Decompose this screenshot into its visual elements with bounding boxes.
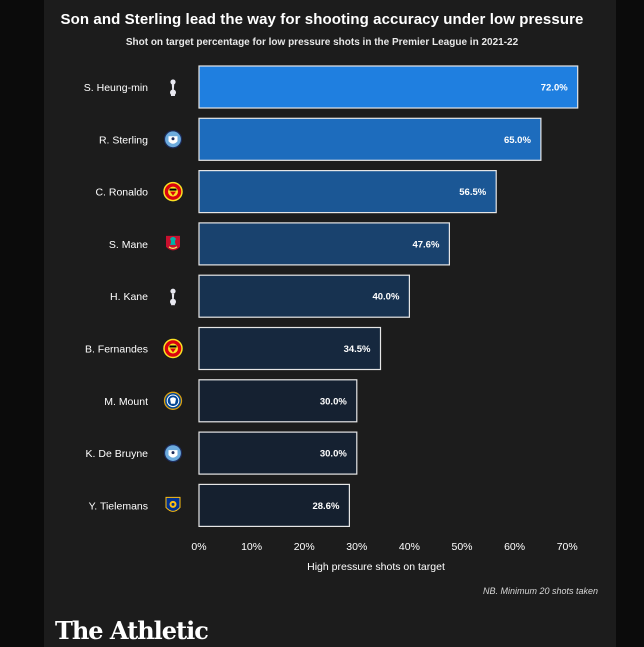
- bar-value-label: 56.5%: [459, 187, 486, 198]
- category-label: M. Mount: [104, 396, 148, 408]
- category-label: K. De Bruyne: [86, 448, 149, 460]
- bar-3: [198, 170, 497, 214]
- x-tick-label: 70%: [557, 541, 578, 553]
- category-label: B. Fernandes: [85, 344, 148, 356]
- man-united-badge-icon: [163, 181, 183, 202]
- bar-4: [198, 222, 450, 266]
- footnote: NB. Minimum 20 shots taken: [482, 586, 598, 596]
- bar-value-label: 30.0%: [320, 396, 347, 407]
- bar-8: [198, 431, 358, 475]
- bar-2: [198, 117, 542, 161]
- x-tick-label: 20%: [294, 541, 315, 553]
- tottenham-badge-icon: [170, 288, 176, 306]
- bar-value-label: 72.0%: [541, 83, 568, 94]
- man-city-badge-icon: [163, 444, 183, 463]
- bar-6: [198, 326, 382, 371]
- x-tick-label: 0%: [191, 541, 206, 553]
- tottenham-badge-icon: [170, 79, 176, 96]
- bar-value-label: 28.6%: [312, 501, 339, 512]
- x-tick-label: 50%: [451, 541, 472, 553]
- chart-subtitle: Shot on target percentage for low pressu…: [125, 37, 519, 48]
- bar-7: [198, 379, 358, 423]
- liverpool-badge-icon: [166, 235, 180, 251]
- right-margin: [616, 0, 644, 647]
- category-label: Y. Tielemans: [89, 500, 148, 512]
- x-tick-label: 40%: [399, 541, 420, 553]
- man-city-badge-icon: [163, 130, 183, 149]
- x-tick-label: 60%: [504, 541, 525, 553]
- category-label: C. Ronaldo: [95, 187, 148, 199]
- bar-value-label: 40.0%: [372, 292, 399, 303]
- x-tick-label: 30%: [346, 541, 367, 553]
- bar-5: [198, 274, 410, 318]
- left-margin: [0, 0, 44, 647]
- category-label: H. Kane: [110, 291, 148, 303]
- the-athletic-logo: The Athletic: [55, 616, 209, 645]
- bar-value-label: 47.6%: [412, 239, 439, 250]
- bar-value-label: 30.0%: [320, 449, 347, 460]
- category-label: R. Sterling: [99, 134, 148, 146]
- bar-chart: 72.0% S. Heung-min 65.0% R. Sterling 56.5% C.…: [84, 65, 579, 573]
- chelsea-badge-icon: [163, 391, 183, 410]
- chart-title: Son and Sterling lead the way for shooti…: [60, 11, 584, 28]
- bar-9: [198, 483, 350, 527]
- leicester-badge-icon: [165, 496, 181, 512]
- bar-value-label: 65.0%: [504, 135, 531, 146]
- x-axis-title: High pressure shots on target: [307, 561, 445, 573]
- man-united-badge-icon: [163, 338, 183, 359]
- x-tick-label: 10%: [241, 541, 262, 553]
- category-label: S. Mane: [109, 239, 148, 251]
- bar-1: [198, 65, 579, 109]
- category-label: S. Heung-min: [84, 82, 148, 94]
- bar-value-label: 34.5%: [344, 344, 371, 355]
